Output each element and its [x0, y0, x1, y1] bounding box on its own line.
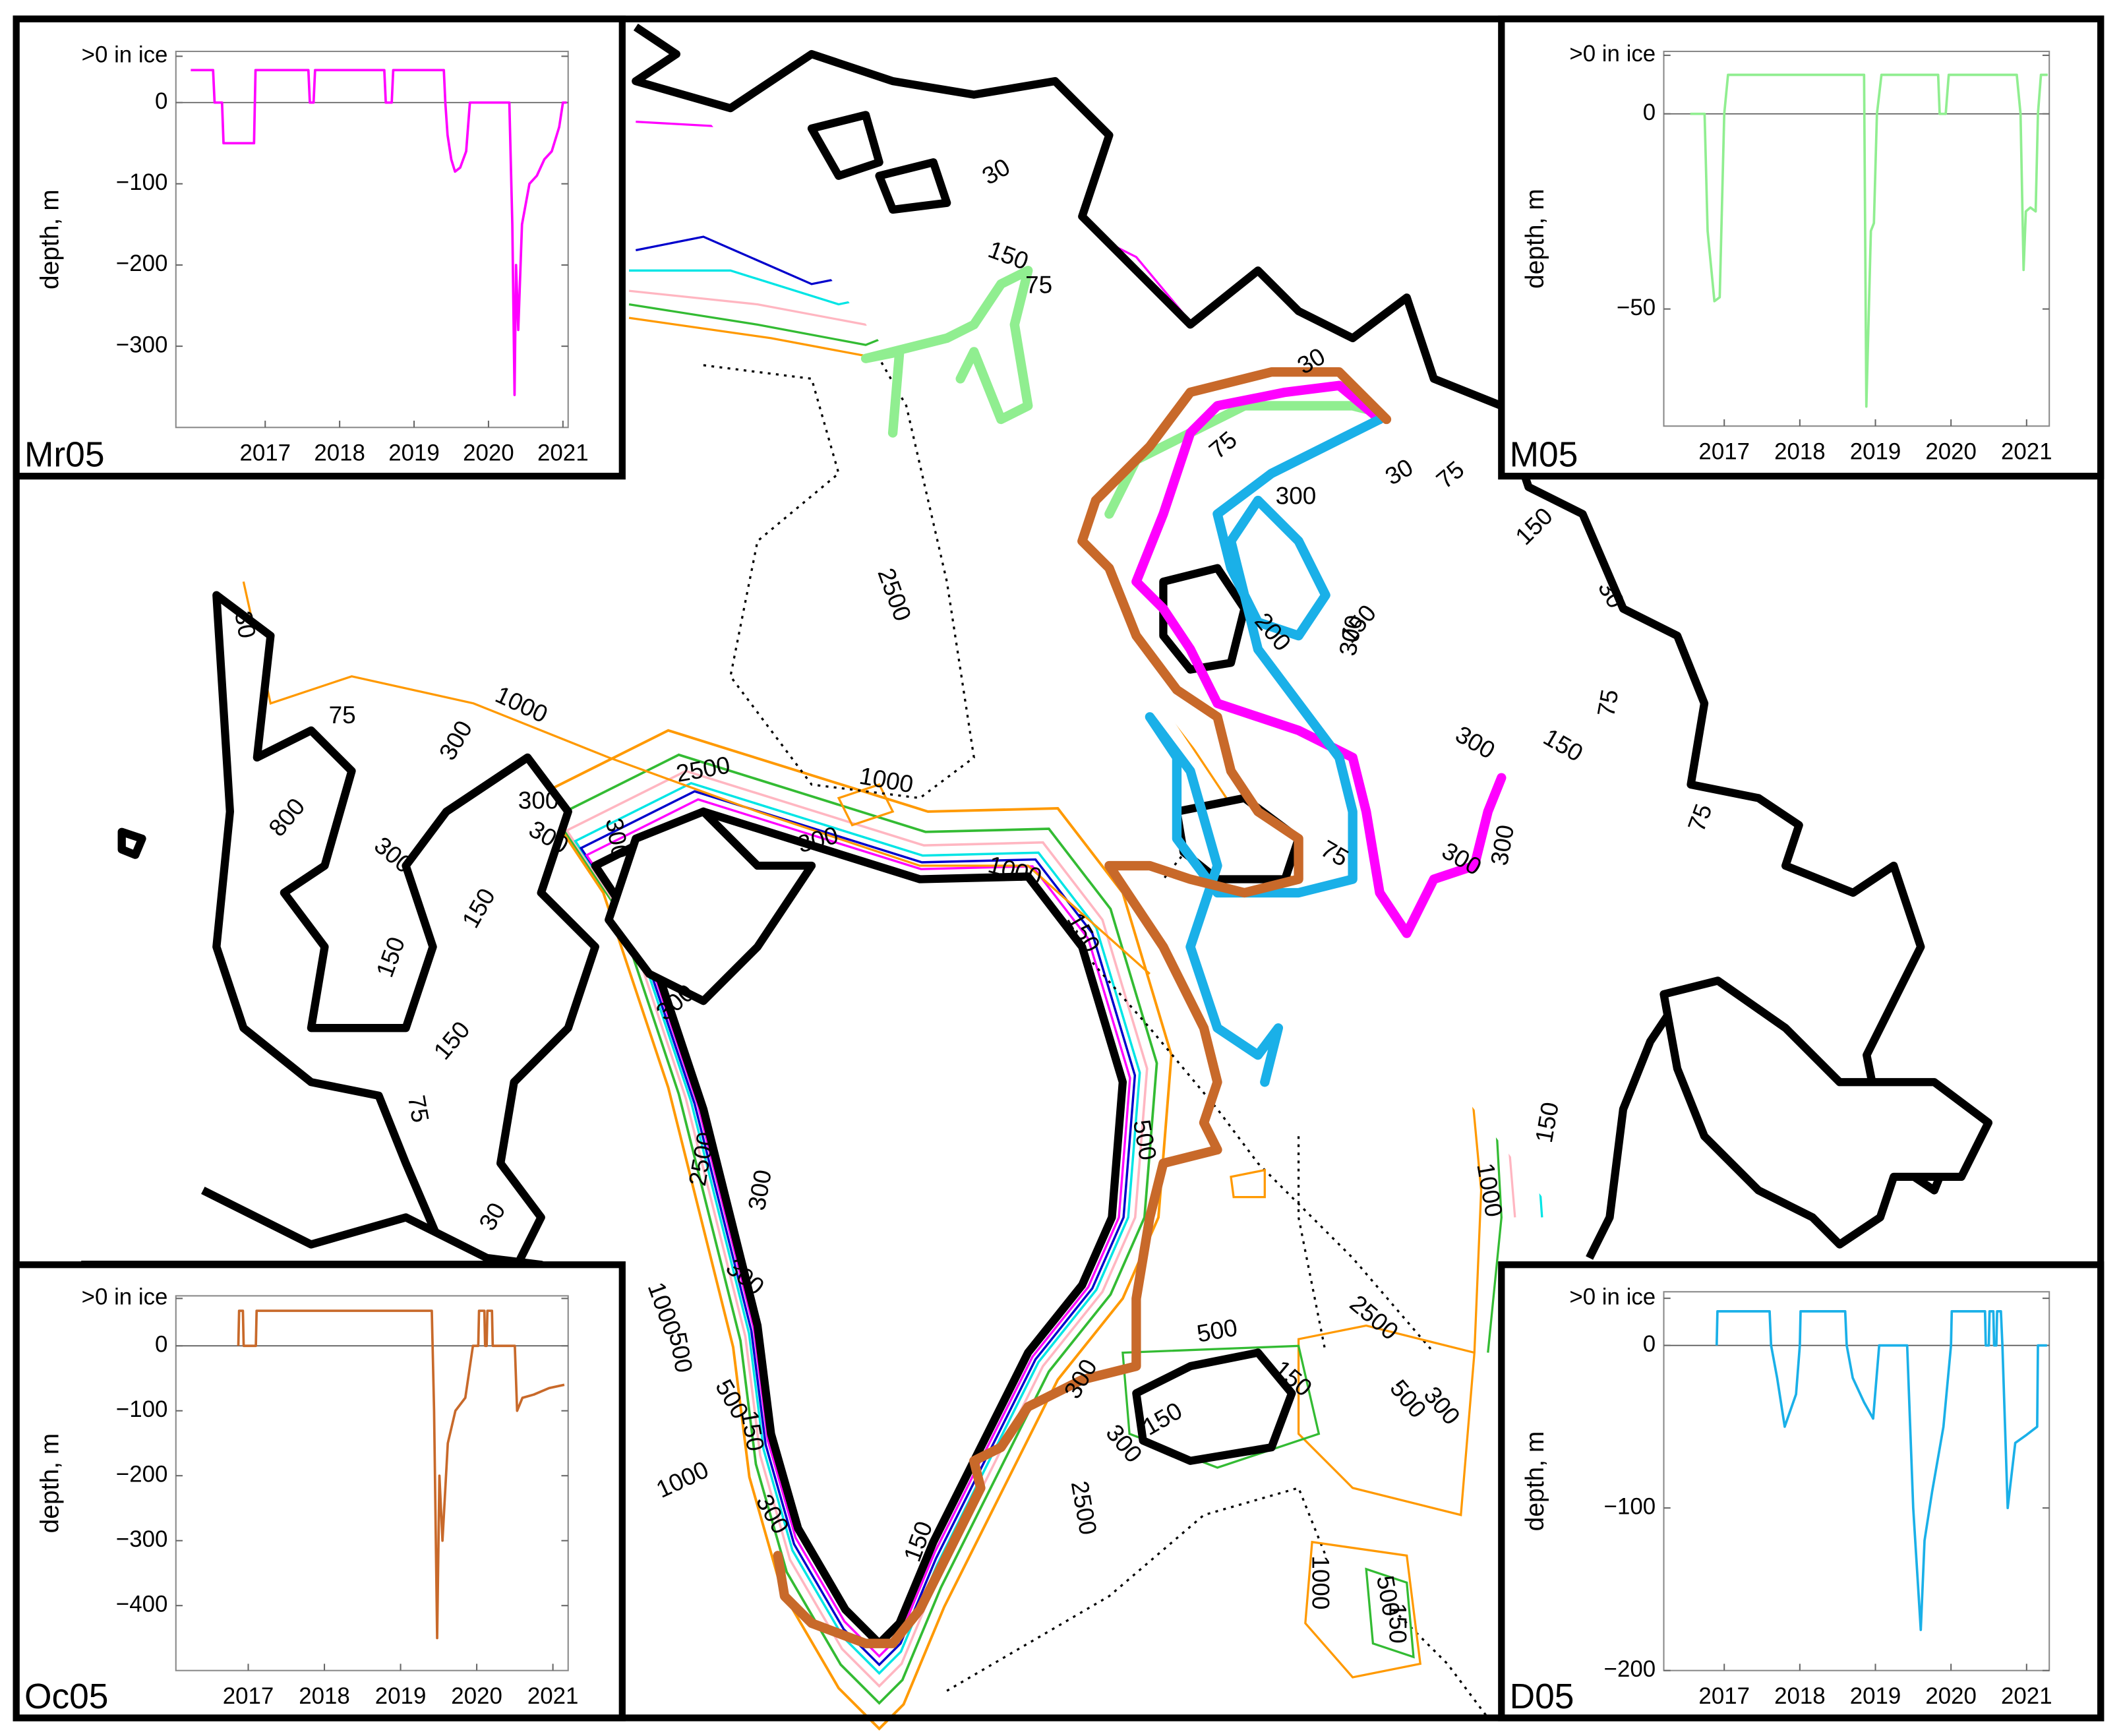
y-tick-label: −200	[1604, 1656, 1656, 1682]
contour-label: 300	[518, 787, 559, 814]
y-tick-label: −100	[1604, 1493, 1656, 1519]
x-tick-label: 2017	[223, 1683, 274, 1709]
contour-label: 500	[664, 1330, 698, 1375]
x-tick-label: 2021	[2001, 438, 2052, 464]
iceland	[1132, 1348, 1296, 1465]
panel-label: D05	[1510, 1677, 1574, 1716]
y-tick-label: >0 in ice	[1569, 41, 1656, 67]
contour-label: 150	[736, 1408, 769, 1453]
inset-frame	[13, 15, 626, 480]
x-tick-label: 2019	[1850, 438, 1901, 464]
inset-frame	[13, 1261, 626, 1721]
y-tick-label: 0	[155, 1331, 167, 1357]
x-tick-label: 2018	[314, 440, 365, 466]
x-tick-label: 2019	[388, 440, 440, 466]
y-tick-label: >0 in ice	[1569, 1284, 1656, 1309]
inset-frame	[1498, 15, 2105, 480]
contour-label: 75	[1592, 688, 1624, 719]
y-tick-label: −50	[1617, 295, 1656, 320]
track-d05	[1145, 414, 1385, 1087]
y-axis-label: depth, m	[1521, 189, 1549, 289]
panel-label: Mr05	[24, 436, 105, 475]
y-tick-label: −400	[116, 1591, 168, 1617]
contour-label: 500	[1128, 1118, 1162, 1162]
x-tick-label: 2018	[1774, 438, 1826, 464]
plot-frame	[175, 50, 569, 429]
x-tick-label: 2017	[1698, 438, 1750, 464]
plot-frame	[1663, 50, 2050, 427]
inset: >0 in ice 0 −50 2017 2018 2019 2020 2021 depth, …	[1498, 15, 2105, 480]
contour-label: 75	[329, 702, 356, 729]
contour-label: 150	[1385, 1603, 1412, 1644]
contour-label: 300	[601, 816, 634, 861]
x-tick-label: 2018	[299, 1683, 350, 1709]
x-tick-label: 2020	[1925, 438, 1977, 464]
depth-line	[237, 1309, 565, 1640]
plot-frame	[175, 1295, 569, 1671]
land	[81, 23, 1993, 1644]
x-tick-label: 2017	[1698, 1683, 1750, 1709]
map-frame	[13, 15, 2105, 1721]
contour-2500	[703, 357, 1489, 1719]
contour-label: 500	[1371, 1574, 1405, 1619]
x-tick-label: 2020	[463, 440, 514, 466]
depth-line	[1715, 1309, 2047, 1631]
panel-label: Oc05	[24, 1677, 108, 1716]
x-tick-label: 2021	[527, 1683, 579, 1709]
depth-line	[1690, 73, 2048, 408]
contour-label: 1000	[1307, 1555, 1334, 1609]
y-tick-label: −200	[116, 1461, 168, 1487]
y-tick-label: −200	[116, 251, 168, 276]
y-tick-label: >0 in ice	[82, 42, 168, 68]
track-oc05	[773, 367, 1392, 1648]
x-tick-label: 2019	[1850, 1683, 1901, 1709]
y-axis-label: depth, m	[36, 189, 64, 289]
contour-label: 300	[1276, 483, 1317, 510]
y-tick-label: −100	[116, 169, 168, 195]
y-tick-label: 0	[155, 88, 167, 114]
canadian-archipelago	[212, 591, 599, 1276]
float-tracks	[773, 266, 1507, 1648]
y-tick-label: 0	[1643, 1331, 1656, 1357]
y-axis-label: depth, m	[36, 1433, 64, 1534]
panel-label: M05	[1510, 436, 1578, 475]
y-axis-label: depth, m	[1521, 1431, 1549, 1532]
x-tick-label: 2020	[451, 1683, 502, 1709]
y-tick-label: −300	[116, 1526, 168, 1552]
inset: >0 in ice 0 −100 −200 2017 2018 2019 2020 2021 de…	[1498, 1261, 2105, 1721]
x-tick-label: 2021	[2001, 1683, 2052, 1709]
inset: >0 in ice 0 −100 −200 −300 2017 2018 2019 2020 20…	[13, 15, 626, 480]
track-mr05	[1131, 380, 1507, 938]
plot-frame	[1663, 1291, 2050, 1671]
y-tick-label: 0	[1643, 100, 1656, 125]
y-tick-label: −300	[116, 332, 168, 357]
contour-label: 75	[403, 1093, 434, 1125]
x-tick-label: 2017	[239, 440, 291, 466]
contour-label: 30	[229, 609, 261, 641]
y-tick-label: −100	[116, 1396, 168, 1422]
contour-label: 75	[1025, 272, 1052, 299]
x-tick-label: 2021	[537, 440, 589, 466]
inset: >0 in ice 0 −100 −200 −300 −400 2017 2018 2019 20…	[13, 1261, 626, 1721]
island	[807, 111, 951, 214]
depth-line	[191, 69, 567, 396]
x-tick-label: 2020	[1925, 1683, 1977, 1709]
y-tick-label: >0 in ice	[82, 1284, 168, 1310]
x-tick-label: 2018	[1774, 1683, 1826, 1709]
coastline	[1659, 976, 1993, 1249]
x-tick-label: 2019	[375, 1683, 427, 1709]
